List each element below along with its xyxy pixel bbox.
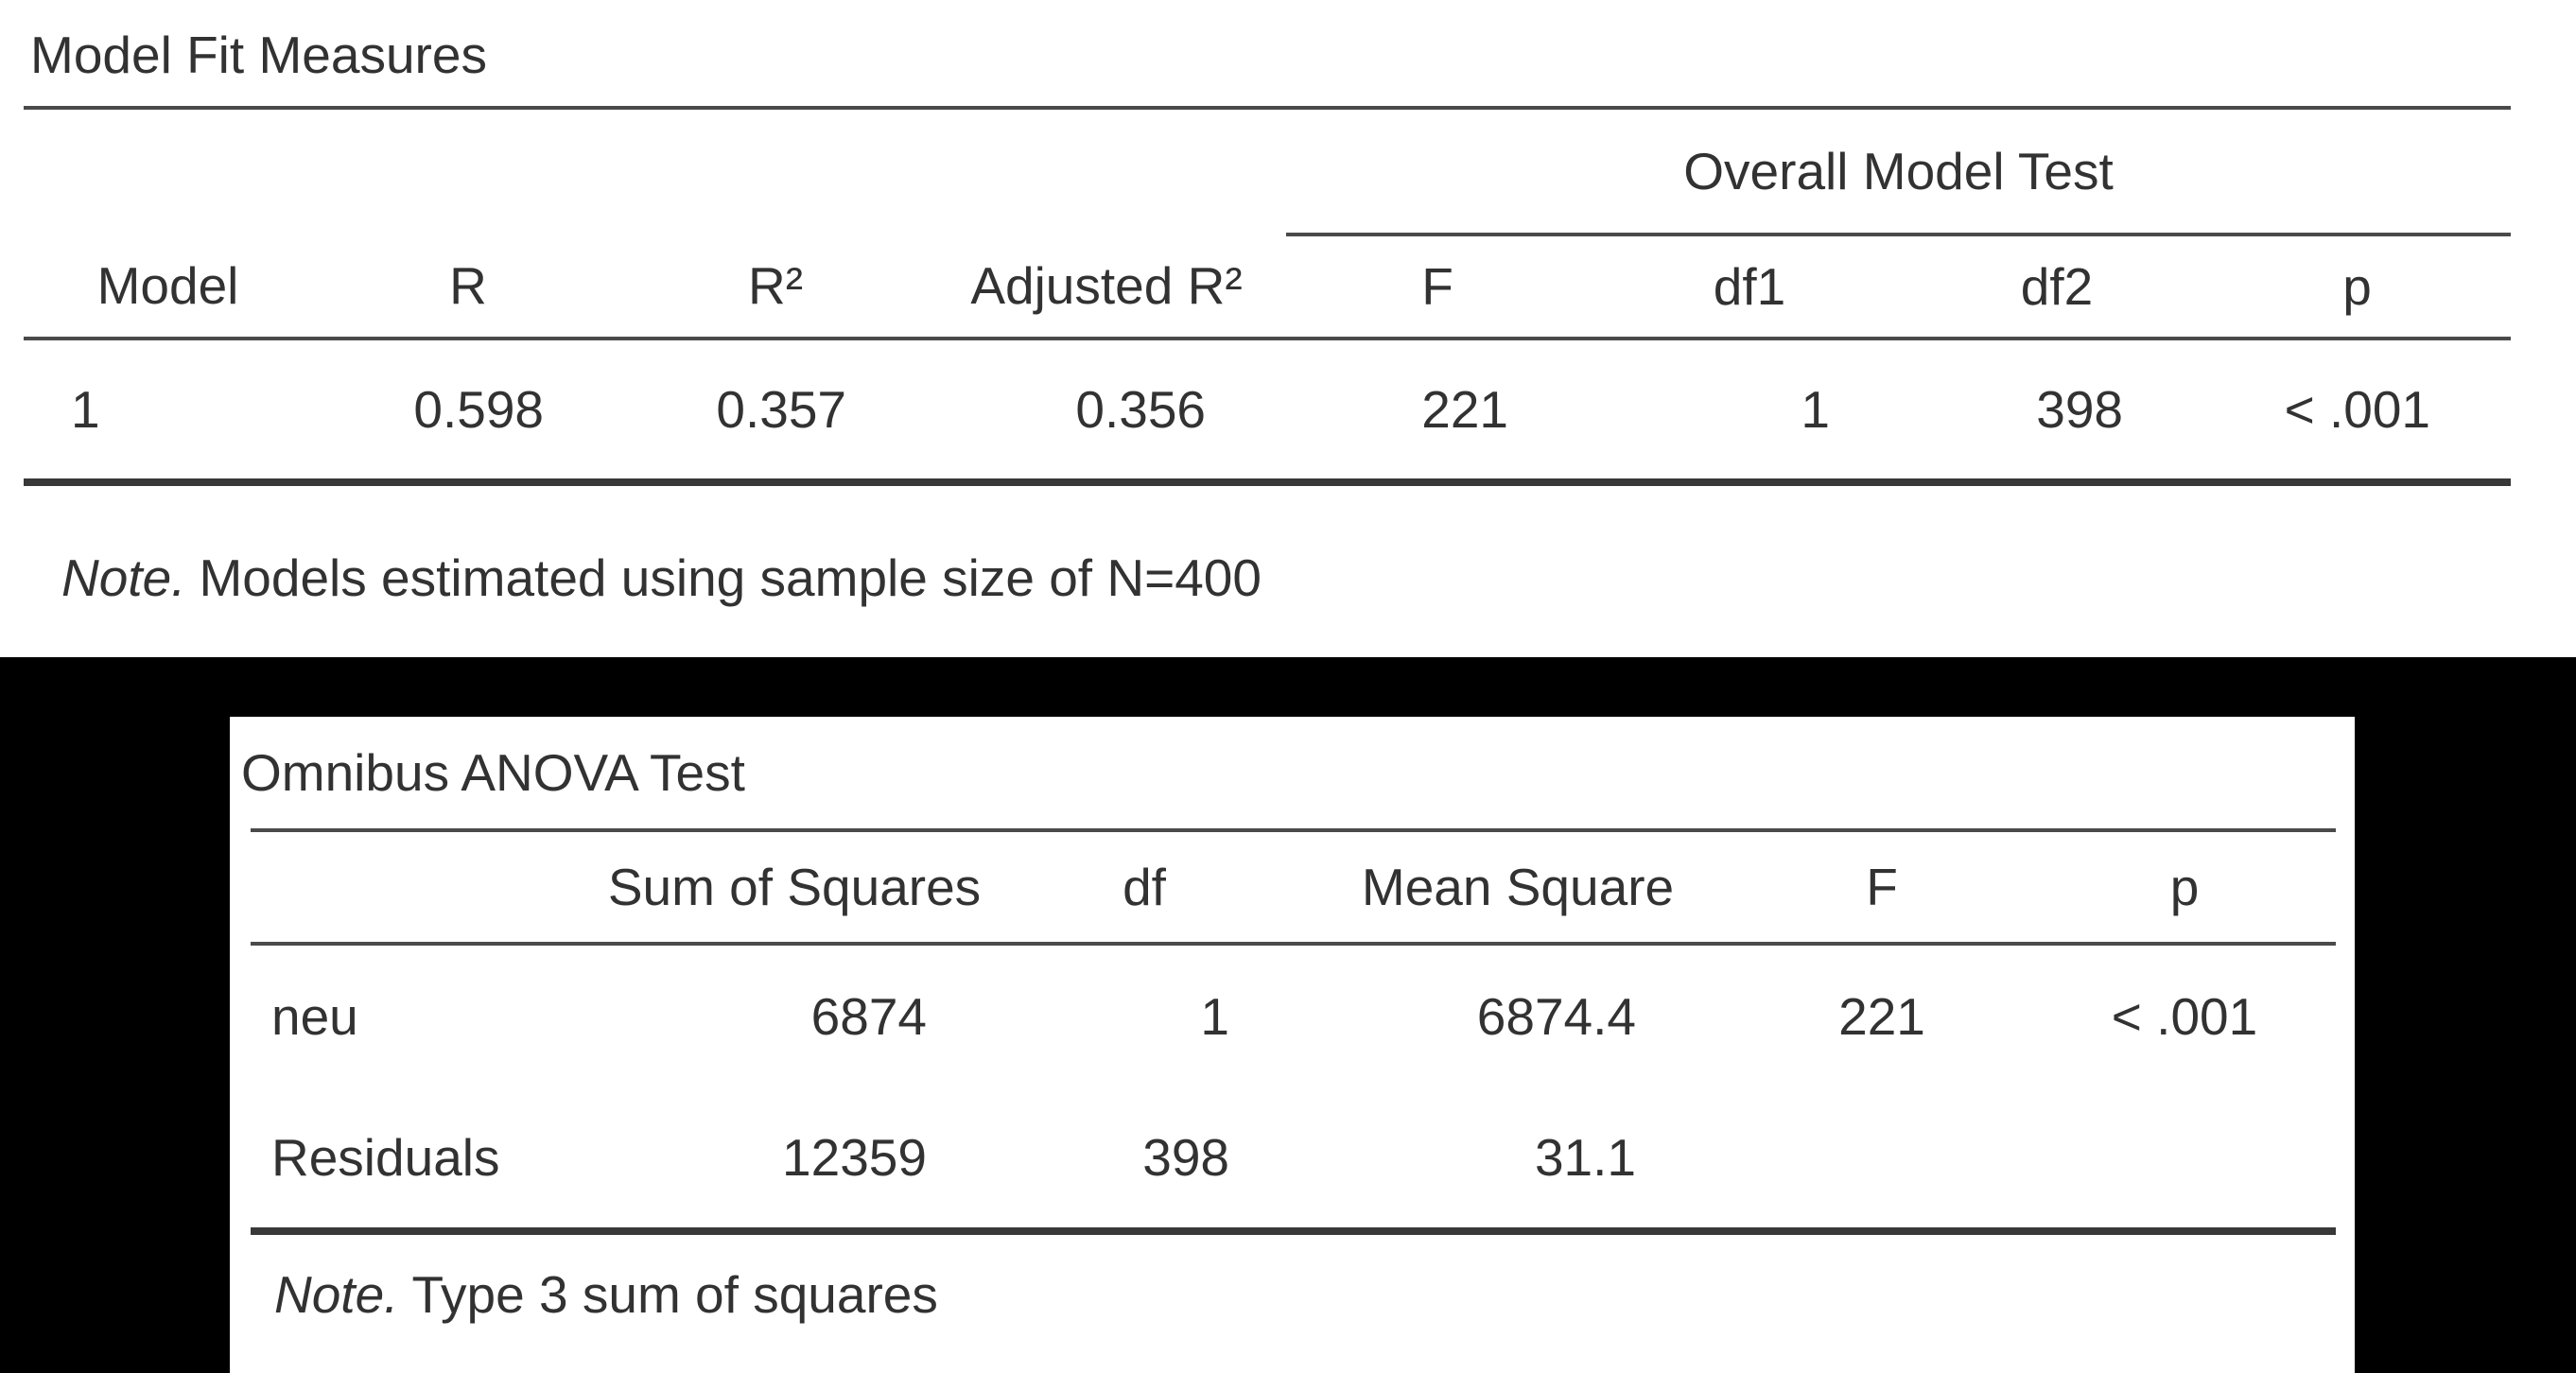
col-header-sum-squares: Sum of Squares: [605, 830, 983, 946]
cell-r: 0.598: [312, 339, 624, 486]
col-header-df: df: [983, 830, 1305, 946]
col-header-f: F: [1731, 830, 2033, 946]
dark-background: Omnibus ANOVA Test Sum of Squares df Mea…: [0, 657, 2576, 1373]
model-fit-note: Note. Models estimated using sample size …: [61, 547, 1262, 609]
overall-model-test-spanner: Overall Model Test: [1286, 108, 2512, 236]
model-fit-title: Model Fit Measures: [30, 26, 487, 84]
cell-mean-sq: 6874.4: [1476, 987, 1636, 1046]
spanner-spacer: [24, 108, 1286, 235]
col-header-f: F: [1286, 235, 1589, 340]
cell-f: [1731, 1087, 2033, 1235]
omnibus-anova-title: Omnibus ANOVA Test: [241, 743, 745, 802]
results-panel: Omnibus ANOVA Test Sum of Squares df Mea…: [230, 717, 2355, 1373]
col-header-adj-r2: Adjusted R²: [927, 235, 1286, 340]
spanner-row: Overall Model Test: [24, 108, 2512, 236]
note-label: Note.: [61, 548, 186, 607]
col-header-df2: df2: [1910, 235, 2203, 340]
cell-df: 398: [983, 1087, 1305, 1235]
model-fit-data-row: 1 0.598 0.357 0.356 221 1 398 < .001: [24, 339, 2512, 486]
cell-p: < .001: [2111, 987, 2258, 1046]
note-text: Type 3 sum of squares: [411, 1265, 938, 1324]
cell-sum-sq: 6874: [810, 987, 927, 1046]
col-header-mean-square: Mean Square: [1305, 830, 1731, 946]
note-label: Note.: [274, 1265, 399, 1324]
table-row-neu: neu 6874 1 6874.4 221 < .001: [251, 944, 2336, 1087]
cell-df2: 398: [1910, 339, 2203, 486]
col-header-r: R: [312, 235, 624, 340]
omnibus-header-row: Sum of Squares df Mean Square F p: [251, 830, 2336, 946]
col-header-p: p: [2203, 235, 2512, 340]
cell-f: 221: [1838, 987, 1925, 1046]
omnibus-note: Note. Type 3 sum of squares: [274, 1263, 938, 1326]
col-header-p: p: [2033, 830, 2336, 946]
model-fit-header-row: Model R R² Adjusted R² F df1 df2 p: [24, 235, 2512, 340]
omnibus-anova-table: Sum of Squares df Mean Square F p neu 68…: [251, 828, 2336, 1235]
col-header-model: Model: [24, 235, 312, 340]
cell-term: Residuals: [251, 1087, 605, 1235]
cell-mean-sq: 31.1: [1305, 1087, 1731, 1235]
cell-p: [2033, 1087, 2336, 1235]
table-row-residuals: Residuals 12359 398 31.1: [251, 1087, 2336, 1235]
cell-df: 1: [1200, 987, 1229, 1046]
cell-f: 221: [1286, 339, 1589, 486]
col-header-df1: df1: [1589, 235, 1910, 340]
cell-adj-r2: 0.356: [927, 339, 1286, 486]
note-text: Models estimated using sample size of N=…: [199, 548, 1262, 607]
col-header-r2: R²: [624, 235, 927, 340]
cell-p: < .001: [2203, 339, 2512, 486]
cell-sum-sq: 12359: [605, 1087, 983, 1235]
cell-term: neu: [271, 987, 358, 1046]
col-header-term: [251, 830, 605, 946]
cell-model-number: 1: [24, 339, 312, 486]
model-fit-table: Overall Model Test Model R R² Adjusted R…: [24, 106, 2512, 486]
cell-r2: 0.357: [624, 339, 927, 486]
cell-df1: 1: [1589, 339, 1910, 486]
